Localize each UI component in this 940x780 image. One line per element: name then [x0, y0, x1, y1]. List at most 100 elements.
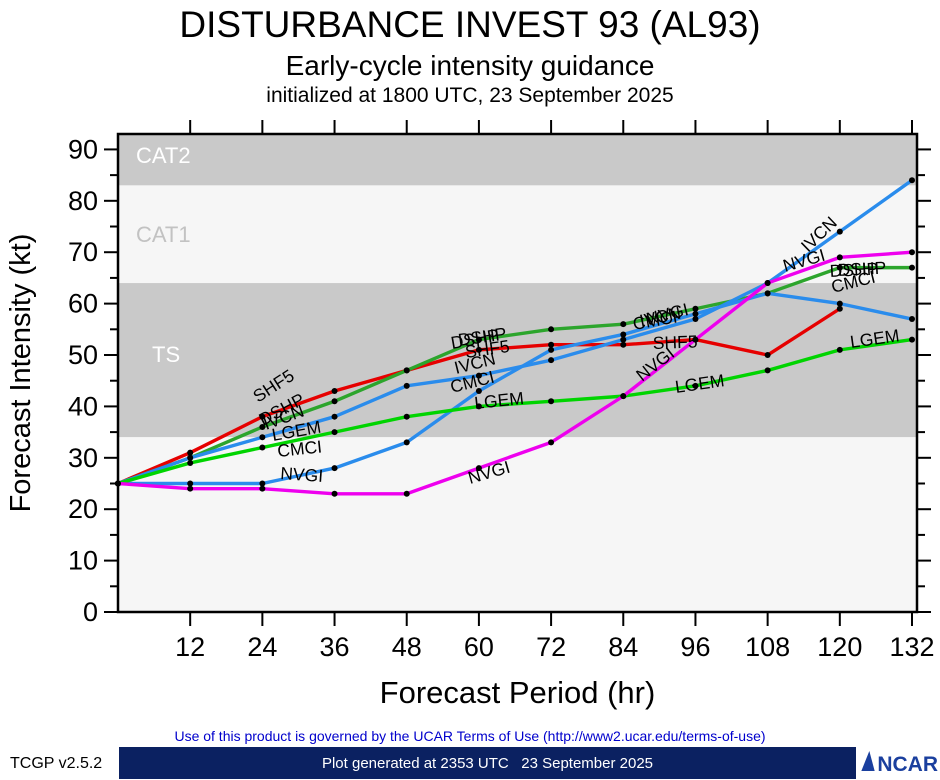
ncar-logo-text: NCAR [877, 753, 938, 776]
point-LGEM-36 [331, 429, 338, 436]
x-tick-label: 12 [175, 632, 205, 662]
series-IVCN [116, 178, 914, 486]
point-IVCN-36 [331, 413, 338, 420]
point-CMCI-120 [836, 300, 843, 307]
point-IVCN-12 [187, 454, 194, 461]
terms-of-use-link[interactable]: Use of this product is governed by the U… [174, 728, 766, 744]
generated-bar: Plot generated at 2353 UTC 23 September … [119, 747, 856, 779]
point-SHF5-36 [331, 387, 338, 394]
point-IVCN-72 [548, 357, 555, 364]
model-label-CMCI: CMCI [276, 436, 323, 461]
band-label-CAT1: CAT1 [136, 222, 191, 247]
point-DSHP-84 [620, 321, 627, 328]
plot-frame [116, 132, 919, 614]
series-CMCI [116, 291, 914, 486]
point-LGEM-108 [764, 367, 771, 374]
point-IVCN-24 [259, 434, 266, 441]
point-SHF5-72 [548, 341, 555, 348]
point-NVGI-84 [620, 393, 627, 400]
page-title: DISTURBANCE INVEST 93 (AL93) [179, 4, 761, 45]
band-CAT2 [118, 134, 917, 186]
point-LGEM-96 [692, 382, 699, 389]
band-label-TS: TS [152, 342, 180, 367]
point-CMCI-60 [475, 387, 482, 394]
point-NVGI-132 [909, 249, 915, 256]
y-axis-title: Forecast Intensity (kt) [5, 234, 37, 513]
point-DSHP-24 [259, 423, 266, 430]
tcgp-version-label: TCGP v2.5.2 [10, 755, 103, 772]
x-tick-label: 48 [392, 632, 422, 662]
point-DSHP-60 [475, 336, 482, 343]
ncar-logo-icon [861, 751, 875, 771]
point-CMCI-96 [692, 310, 699, 317]
point-IVCN-60 [475, 372, 482, 379]
point-CMCI-12 [187, 480, 194, 487]
y-tick-label: 70 [68, 237, 98, 267]
point-LGEM-12 [187, 459, 194, 466]
point-LGEM-60 [475, 403, 482, 410]
point-IVCN-84 [620, 336, 627, 343]
model-label-DSHP: DSHP [837, 257, 887, 280]
point-CMCI-132 [909, 316, 915, 323]
point-DSHP-96 [692, 305, 699, 312]
point-NVGI-0 [115, 480, 121, 487]
x-tick-label: 24 [247, 632, 277, 662]
point-IVCN-48 [403, 382, 410, 389]
point-NVGI-108 [764, 280, 771, 287]
x-tick-label: 36 [320, 632, 350, 662]
point-SHF5-108 [764, 352, 771, 359]
point-LGEM-132 [909, 336, 915, 343]
point-CMCI-24 [259, 480, 266, 487]
point-SHF5-120 [836, 305, 843, 312]
point-NVGI-60 [475, 465, 482, 472]
point-NVGI-36 [331, 490, 338, 497]
point-LGEM-24 [259, 444, 266, 451]
y-tick-label: 40 [68, 391, 98, 421]
point-LGEM-48 [403, 413, 410, 420]
y-tick-label: 20 [68, 494, 98, 524]
model-label-NVGI: NVGI [280, 463, 324, 486]
point-NVGI-24 [259, 485, 266, 492]
band-CAT1 [118, 185, 917, 284]
point-CMCI-36 [331, 465, 338, 472]
point-DSHP-132 [909, 264, 915, 271]
band-TS [118, 283, 917, 438]
page-subtitle: Early-cycle intensity guidance [285, 50, 655, 81]
point-SHF5-12 [187, 449, 194, 456]
ncar-logo: NCAR [860, 744, 938, 778]
point-CMCI-84 [620, 331, 627, 338]
y-tick-label: 50 [68, 340, 98, 370]
point-SHF5-84 [620, 341, 627, 348]
point-CMCI-108 [764, 290, 771, 297]
point-DSHP-48 [403, 367, 410, 374]
x-tick-label: 96 [680, 632, 710, 662]
y-tick-label: 10 [68, 546, 98, 576]
x-tick-label: 132 [889, 632, 934, 662]
band-below-ts [118, 437, 917, 612]
point-NVGI-72 [548, 439, 555, 446]
y-tick-label: 30 [68, 443, 98, 473]
plot-generated-label: Plot generated at 2353 UTC 23 September … [321, 754, 654, 772]
x-tick-label: 120 [817, 632, 862, 662]
x-tick-label: 108 [745, 632, 790, 662]
intensity-guidance-chart: CAT2 CAT1 TS 12 24 36 48 60 72 84 96 108 120 132 0 10 20… [5, 120, 935, 710]
x-axis-title: Forecast Period (hr) [380, 675, 656, 710]
model-label-SHF5: SHF5 [652, 331, 697, 353]
y-tick-label: 60 [68, 289, 98, 319]
init-time-label: initialized at 1800 UTC, 23 September 20… [266, 84, 674, 107]
point-LGEM-72 [548, 398, 555, 405]
series-NVGI [116, 250, 914, 496]
y-tick-label: 90 [68, 134, 98, 164]
point-IVCN-132 [909, 177, 915, 184]
y-tick-label: 0 [83, 597, 98, 627]
point-DSHP-120 [836, 264, 843, 271]
point-LGEM-120 [836, 346, 843, 353]
series-DSHP [116, 265, 914, 486]
point-NVGI-12 [187, 485, 194, 492]
point-IVCN-120 [836, 228, 843, 235]
model-label-DSHP: DSHP [829, 258, 879, 281]
point-NVGI-120 [836, 254, 843, 261]
point-DSHP-72 [548, 326, 555, 333]
point-SHF5-24 [259, 413, 266, 420]
